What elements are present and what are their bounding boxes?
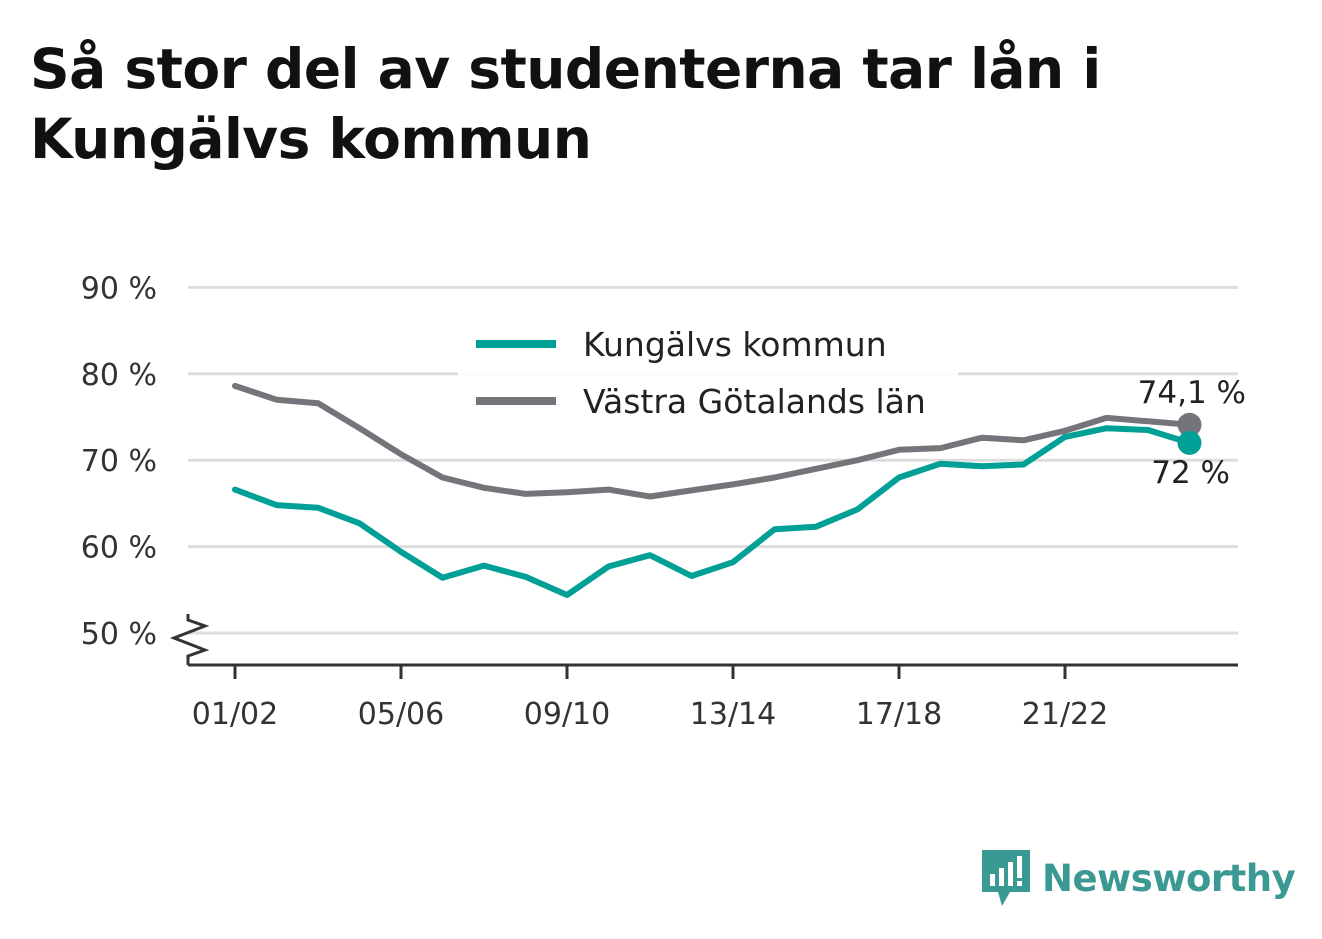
x-tick-label: 01/02 (192, 697, 278, 732)
axis-break-marker (169, 614, 210, 665)
x-tick-label: 21/22 (1022, 697, 1108, 732)
legend-label: Kungälvs kommun (583, 325, 887, 364)
chart-title: Så stor del av studenterna tar lån i Kun… (30, 37, 1101, 171)
brand-name: Newsworthy (1042, 856, 1296, 900)
x-tick-label: 13/14 (690, 697, 776, 732)
end-value-labels: 74,1 % 72 % (1138, 375, 1246, 491)
y-axis-tick-labels: 50 % 60 % 70 % 80 % 90 % (81, 271, 157, 652)
x-tick-label: 05/06 (358, 697, 444, 732)
x-tick-label: 09/10 (524, 697, 610, 732)
legend: Kungälvs kommun Västra Götalands län (458, 312, 958, 430)
y-tick-label: 70 % (81, 444, 157, 479)
y-tick-label: 60 % (81, 531, 157, 566)
series-lines (232, 382, 1202, 598)
end-label-vastra-gotaland: 74,1 % (1138, 375, 1246, 411)
y-tick-label: 80 % (81, 358, 157, 393)
y-tick-label: 90 % (81, 271, 157, 306)
x-tick-label: 17/18 (856, 697, 942, 732)
end-point-marker (1177, 412, 1202, 437)
series-line-vastra-gotaland (232, 382, 1193, 500)
newsworthy-brand: Newsworthy (980, 848, 1296, 908)
legend-label: Västra Götalands län (583, 382, 926, 421)
legend-background (458, 312, 958, 430)
gridlines (188, 285, 1238, 635)
y-tick-label: 50 % (81, 617, 157, 652)
axis-break-zigzag (169, 614, 210, 665)
end-point-marker (1177, 430, 1202, 455)
x-axis: 01/02 05/06 09/10 13/14 17/18 21/22 (188, 663, 1238, 732)
end-label-kungalv: 72 % (1151, 455, 1230, 491)
series-line-kungalv (232, 425, 1193, 598)
newsworthy-logo-icon (982, 850, 1030, 906)
